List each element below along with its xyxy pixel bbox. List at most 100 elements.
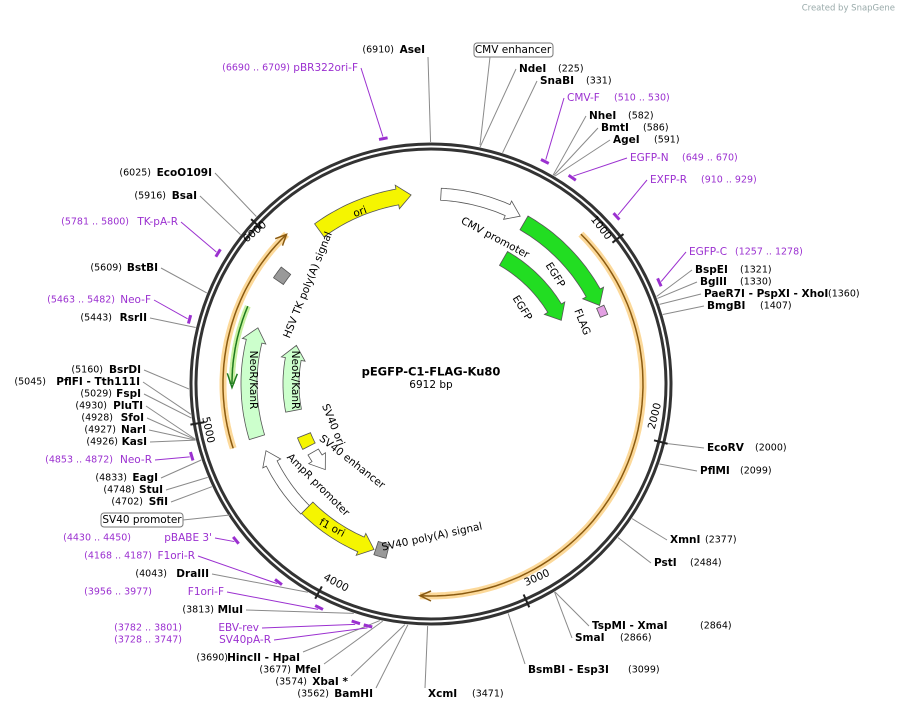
site-position: (586) bbox=[643, 123, 669, 134]
feature bbox=[240, 327, 267, 441]
feature-label: SV40 poly(A) signal bbox=[381, 520, 484, 553]
site-name: BsaI bbox=[172, 190, 197, 202]
primer-range: (4430 .. 4450) bbox=[63, 533, 131, 544]
primer-name: Neo-F bbox=[120, 294, 151, 306]
leader bbox=[323, 620, 384, 665]
site-name: KasI bbox=[122, 436, 147, 448]
primer-name: SV40pA-R bbox=[219, 634, 271, 646]
site-position: (4928) bbox=[81, 413, 113, 424]
site-name: XbaI * bbox=[312, 676, 348, 688]
leader bbox=[350, 624, 406, 677]
site-position: (4833) bbox=[95, 473, 127, 484]
primer-range: (3782 .. 3801) bbox=[114, 623, 182, 634]
primer-mark bbox=[186, 314, 193, 324]
primer-range: (5463 .. 5482) bbox=[47, 295, 115, 306]
site-position: (5609) bbox=[90, 263, 122, 274]
site-position: (1360) bbox=[828, 289, 860, 300]
leader bbox=[160, 459, 202, 479]
feature bbox=[596, 304, 609, 318]
site-position: (2864) bbox=[700, 621, 732, 632]
site-position: (4926) bbox=[86, 437, 118, 448]
orf-arc bbox=[419, 233, 644, 597]
site-name: XmnI bbox=[670, 534, 700, 546]
primer-leader bbox=[180, 221, 217, 253]
plasmid-length: 6912 bp bbox=[409, 379, 453, 391]
site-position: (2484) bbox=[690, 558, 722, 569]
site-position: (2377) bbox=[705, 535, 737, 546]
site-name: EcoO109I bbox=[157, 167, 212, 179]
leader bbox=[245, 609, 354, 614]
feature-label: NeoR/KanR bbox=[289, 351, 301, 410]
primer-mark bbox=[363, 623, 373, 629]
site-name: SnaBI bbox=[540, 75, 574, 87]
site-name: PaeR7I - PspXI - XhoI bbox=[704, 288, 828, 300]
site-position: (3690) bbox=[196, 653, 228, 664]
primer-leader bbox=[226, 591, 319, 610]
site-name: BspEI bbox=[695, 264, 728, 276]
feature bbox=[519, 215, 605, 306]
primer-leader bbox=[545, 97, 565, 160]
feature-label: CMV promoter bbox=[459, 215, 532, 261]
leader bbox=[427, 56, 432, 143]
leader bbox=[182, 514, 231, 521]
leader bbox=[143, 369, 190, 390]
feature bbox=[440, 187, 521, 220]
orf-arc bbox=[222, 233, 288, 449]
primer-leader bbox=[273, 627, 368, 641]
leader bbox=[165, 476, 208, 491]
plasmid-name: pEGFP-C1-FLAG-Ku80 bbox=[362, 365, 501, 379]
leader bbox=[659, 293, 702, 305]
site-name: PflFI - Tth111I bbox=[56, 376, 140, 388]
site-position: (3677) bbox=[259, 665, 291, 676]
site-name: BsmBI - Esp3I bbox=[528, 664, 609, 676]
primer-mark bbox=[378, 136, 388, 141]
feature bbox=[301, 501, 375, 557]
site-name: FspI bbox=[116, 388, 141, 400]
orf-head bbox=[226, 373, 238, 390]
feature-label: NeoR/KanR bbox=[247, 351, 259, 410]
feature bbox=[262, 450, 310, 515]
feature-label: ori bbox=[352, 204, 369, 220]
primer-range: (6690 .. 6709) bbox=[222, 63, 290, 74]
primer-mark bbox=[274, 578, 283, 586]
feature-label: HSV TK poly(A) signal bbox=[281, 230, 335, 340]
site-position: (3813) bbox=[182, 605, 214, 616]
site-name: BamHI bbox=[334, 688, 373, 700]
feature-label: EGFP bbox=[510, 293, 535, 322]
feature bbox=[296, 432, 316, 450]
primer-range: (3728 .. 3747) bbox=[114, 635, 182, 646]
leader bbox=[148, 429, 196, 441]
site-name: NdeI bbox=[519, 63, 546, 75]
site-name: MluI bbox=[218, 604, 243, 616]
feature bbox=[280, 344, 306, 413]
primer-name: pBR322ori-F bbox=[293, 62, 358, 74]
site-position: (225) bbox=[558, 64, 584, 75]
site-name: BstBI bbox=[127, 262, 158, 274]
primer-range: (4168 .. 4187) bbox=[84, 551, 152, 562]
primer-range: (910 .. 929) bbox=[701, 175, 757, 186]
primer-leader bbox=[573, 157, 628, 177]
primer-range: (4853 .. 4872) bbox=[45, 455, 113, 466]
site-name: NheI bbox=[589, 110, 616, 122]
leader bbox=[145, 405, 196, 440]
leader bbox=[211, 573, 308, 593]
leader bbox=[170, 486, 213, 503]
primer-name: Neo-R bbox=[120, 454, 152, 466]
primer-mark bbox=[189, 451, 195, 461]
site-name: DraIII bbox=[176, 568, 209, 580]
site-position: (6910) bbox=[362, 45, 394, 56]
site-name: PstI bbox=[654, 557, 677, 569]
primer-leader bbox=[153, 299, 188, 320]
primer-name: EBV-rev bbox=[218, 622, 259, 634]
orf-head bbox=[418, 590, 432, 602]
leader bbox=[142, 381, 192, 415]
site-position: (1407) bbox=[760, 301, 792, 312]
site-name: EcoRV bbox=[707, 442, 745, 454]
primer-leader bbox=[154, 456, 190, 461]
site-name: SfiI bbox=[149, 496, 168, 508]
primer-leader bbox=[261, 623, 356, 629]
feature bbox=[272, 266, 292, 286]
site-name: EagI bbox=[132, 472, 158, 484]
site-name: StuI bbox=[139, 484, 163, 496]
feature-label: FLAG bbox=[571, 307, 592, 337]
